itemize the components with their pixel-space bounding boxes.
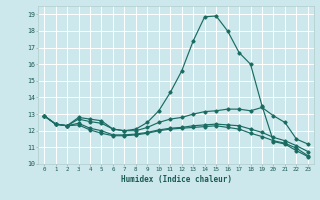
X-axis label: Humidex (Indice chaleur): Humidex (Indice chaleur) [121, 175, 231, 184]
